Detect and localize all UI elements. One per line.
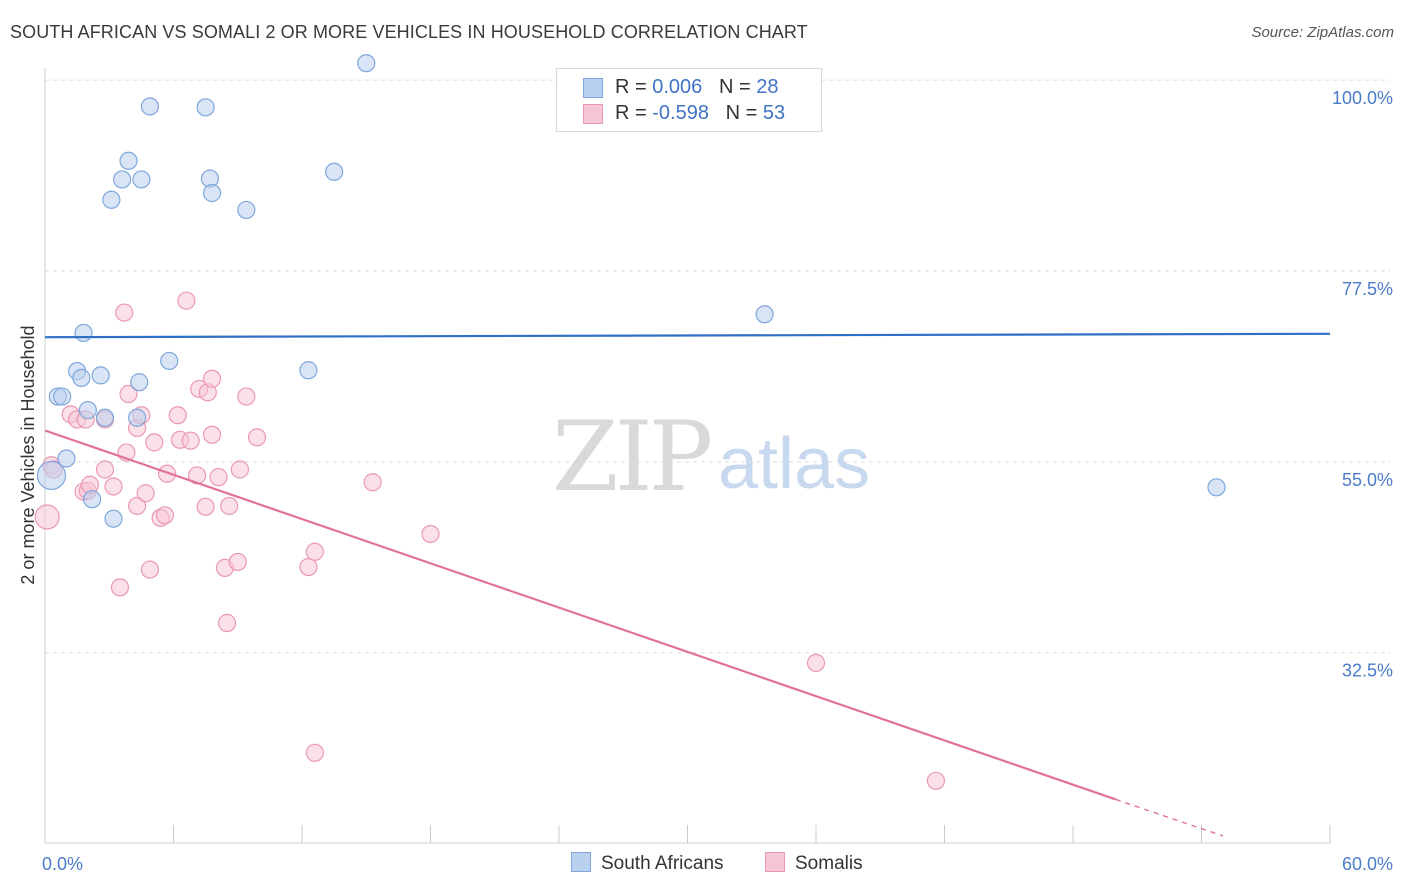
somali-point	[181, 431, 200, 450]
south-african-point	[74, 323, 93, 343]
legend-swatch-pink	[583, 104, 603, 124]
south-african-point	[83, 490, 102, 509]
legend-text: R = -0.598 N = 53	[615, 102, 785, 125]
somali-point	[136, 484, 155, 503]
south-african-point	[53, 387, 72, 406]
somali-point	[110, 578, 130, 597]
south-african-point	[119, 151, 138, 170]
source-credit: Source: ZipAtlas.com	[1251, 24, 1394, 41]
somali-point	[220, 496, 239, 516]
somali-point	[806, 653, 826, 672]
legend-text: R = 0.006 N = 28	[615, 76, 778, 99]
somali-point	[140, 560, 160, 579]
south-african-point	[72, 368, 91, 387]
south-african-point	[95, 408, 115, 427]
south-african-point	[325, 162, 344, 181]
somali-trend-line	[44, 429, 1117, 801]
somali-trend-extension	[1115, 798, 1224, 837]
somali-point	[168, 406, 187, 425]
south-african-point	[102, 190, 121, 209]
bottom-legend-label: Somalis	[795, 853, 863, 874]
south-african-point	[78, 401, 97, 420]
legend-r-value: -0.598	[652, 102, 709, 124]
somali-point	[363, 473, 382, 492]
legend-n-value: 28	[756, 76, 779, 98]
y-tick-label: 77.5%	[1342, 279, 1393, 299]
south-african-point	[36, 460, 67, 491]
south-african-point	[755, 305, 774, 324]
south-african-point	[237, 200, 256, 220]
somali-point	[145, 433, 164, 452]
south-african-point	[132, 170, 151, 189]
south-african-point	[196, 98, 215, 117]
south-african-point	[112, 170, 132, 189]
south-african-point	[140, 97, 160, 116]
y-axis-label: 2 or more Vehicles in Household	[18, 325, 38, 584]
y-tick-label: 100.0%	[1332, 88, 1393, 108]
south-african-point	[160, 351, 179, 371]
bottom-legend-swatch-pink	[765, 852, 785, 872]
somali-point	[305, 542, 324, 561]
south-african-point	[130, 373, 149, 392]
legend-r-value: 0.006	[652, 76, 703, 98]
somali-point	[217, 613, 237, 633]
south-african-point	[202, 183, 222, 203]
bottom-legend-swatch-blue	[571, 852, 591, 872]
watermark-atlas: atlas	[718, 424, 870, 504]
legend-r-label: R =	[615, 76, 653, 98]
trend-lines	[44, 332, 1331, 837]
legend-n-label: N =	[725, 102, 763, 124]
series-south-africans-points	[36, 54, 1226, 528]
somali-point	[202, 425, 222, 444]
grid-lines	[45, 79, 1390, 654]
somali-point	[299, 557, 318, 577]
somali-point	[177, 291, 196, 310]
series-somalis-points	[34, 291, 946, 790]
south-african-point	[1207, 478, 1226, 497]
somali-point	[196, 497, 215, 516]
south-african-point	[127, 408, 147, 427]
somali-point	[95, 460, 115, 479]
somali-point	[127, 496, 147, 516]
axes	[44, 68, 1331, 844]
south-african-point	[57, 449, 76, 468]
chart-title: SOUTH AFRICAN VS SOMALI 2 OR MORE VEHICL…	[10, 22, 808, 42]
south-african-point	[357, 54, 376, 73]
somali-point	[34, 504, 60, 530]
legend-n-value: 53	[762, 102, 786, 124]
somali-point	[155, 506, 175, 525]
y-tick-label: 55.0%	[1342, 470, 1393, 490]
south-african-point	[299, 361, 318, 380]
somali-point	[247, 428, 267, 447]
y-tick-label: 32.5%	[1342, 661, 1393, 681]
tick-labels: 32.5% 55.0% 77.5% 100.0% 0.0% 60.0%	[42, 88, 1393, 874]
somali-point	[202, 369, 222, 388]
x-tick-label: 0.0%	[42, 854, 83, 874]
somali-point	[228, 552, 247, 572]
somali-point	[230, 460, 249, 479]
somali-point	[119, 384, 138, 404]
bottom-legend-somalis: Somalis	[765, 852, 863, 875]
somali-point	[237, 387, 256, 406]
legend-n-label: N =	[718, 76, 757, 98]
somali-point	[209, 468, 228, 487]
watermark-zip: ZIP	[552, 401, 711, 513]
somali-point	[305, 743, 324, 762]
south-african-point	[91, 366, 110, 385]
south-african-trend-line	[44, 332, 1331, 339]
somali-point	[926, 771, 946, 790]
south-african-point	[104, 509, 123, 528]
bottom-legend-label: South Africans	[601, 853, 724, 874]
legend-r-label: R =	[615, 102, 653, 124]
bottom-legend-south-africans: South Africans	[571, 852, 724, 875]
somali-point	[115, 303, 134, 322]
somali-point	[421, 524, 440, 544]
legend-swatch-blue	[583, 78, 603, 98]
legend-box: R = 0.006 N = 28 R = -0.598 N = 53	[556, 68, 822, 132]
somali-point	[104, 477, 123, 496]
x-tick-label: 60.0%	[1342, 854, 1393, 874]
somali-point	[157, 464, 177, 483]
